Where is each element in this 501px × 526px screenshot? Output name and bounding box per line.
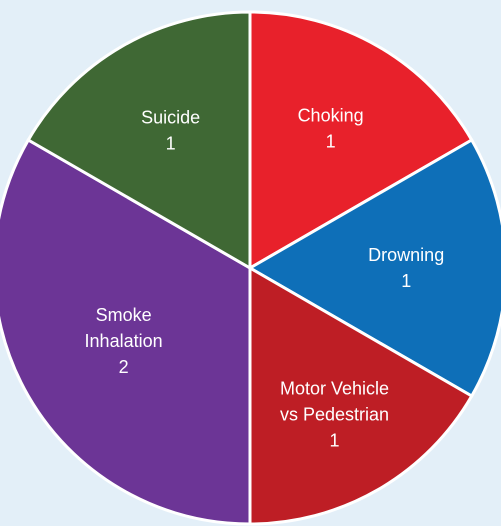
slice-value: 1 bbox=[326, 131, 336, 151]
slice-name: Suicide bbox=[141, 108, 200, 128]
slice-value: 1 bbox=[401, 271, 411, 291]
slice-name: Motor Vehicle bbox=[280, 378, 389, 398]
slice-label: Choking 1 bbox=[298, 105, 364, 151]
pie-slice bbox=[248, 265, 474, 526]
slice-value: 1 bbox=[329, 430, 339, 450]
slice-name: Drowning bbox=[368, 245, 444, 265]
slice-value: 1 bbox=[166, 134, 176, 154]
slice-label: Drowning 1 bbox=[368, 245, 444, 291]
slice-name: vs Pedestrian bbox=[280, 404, 389, 424]
slice-name: Inhalation bbox=[85, 331, 163, 351]
pie-slices bbox=[0, 10, 501, 526]
slice-value: 2 bbox=[119, 357, 129, 377]
slice-label: Smoke Inhalation 2 bbox=[85, 305, 163, 377]
slice-name: Smoke bbox=[96, 305, 152, 325]
pie-slice bbox=[246, 137, 501, 399]
pie-slice bbox=[0, 137, 252, 526]
pie-slice bbox=[26, 10, 252, 271]
pie-slice bbox=[248, 10, 474, 271]
slice-label: Motor Vehicle vs Pedestrian 1 bbox=[280, 378, 389, 450]
slice-label: Suicide 1 bbox=[141, 108, 200, 154]
pie-labels: Choking 1 Drowning 1 Motor Vehicle vs Pedestr… bbox=[85, 105, 445, 450]
slice-name: Choking bbox=[298, 105, 364, 125]
